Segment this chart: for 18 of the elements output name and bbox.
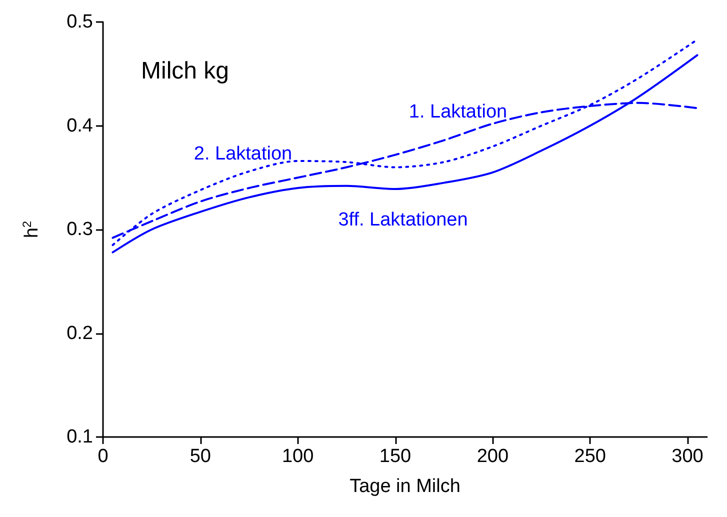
y-tick-label: 0.2 xyxy=(66,322,93,344)
x-tick-label: 300 xyxy=(672,446,704,467)
x-tick-label: 0 xyxy=(98,446,108,467)
y-tick-label: 0.4 xyxy=(66,115,94,136)
series-label: 2. Laktation xyxy=(194,144,292,164)
y-tick-label: 0.1 xyxy=(66,426,93,448)
x-tick-label: 150 xyxy=(379,446,412,467)
x-tick-label: 250 xyxy=(574,446,606,467)
series-label: 1. Laktation xyxy=(408,102,508,122)
x-tick-label: 200 xyxy=(476,446,509,467)
text: Milch kg xyxy=(141,58,230,84)
x-axis-title: Tage in Milch xyxy=(350,476,460,497)
y-axis-title: h2 xyxy=(20,220,42,238)
x-tick-label: 50 xyxy=(190,446,211,467)
series-label: 3ff. Laktationen xyxy=(338,210,468,230)
y-tick-label: 0.3 xyxy=(66,219,93,240)
y-tick-label: 0.5 xyxy=(66,12,93,32)
x-tick-label: 100 xyxy=(282,446,314,467)
